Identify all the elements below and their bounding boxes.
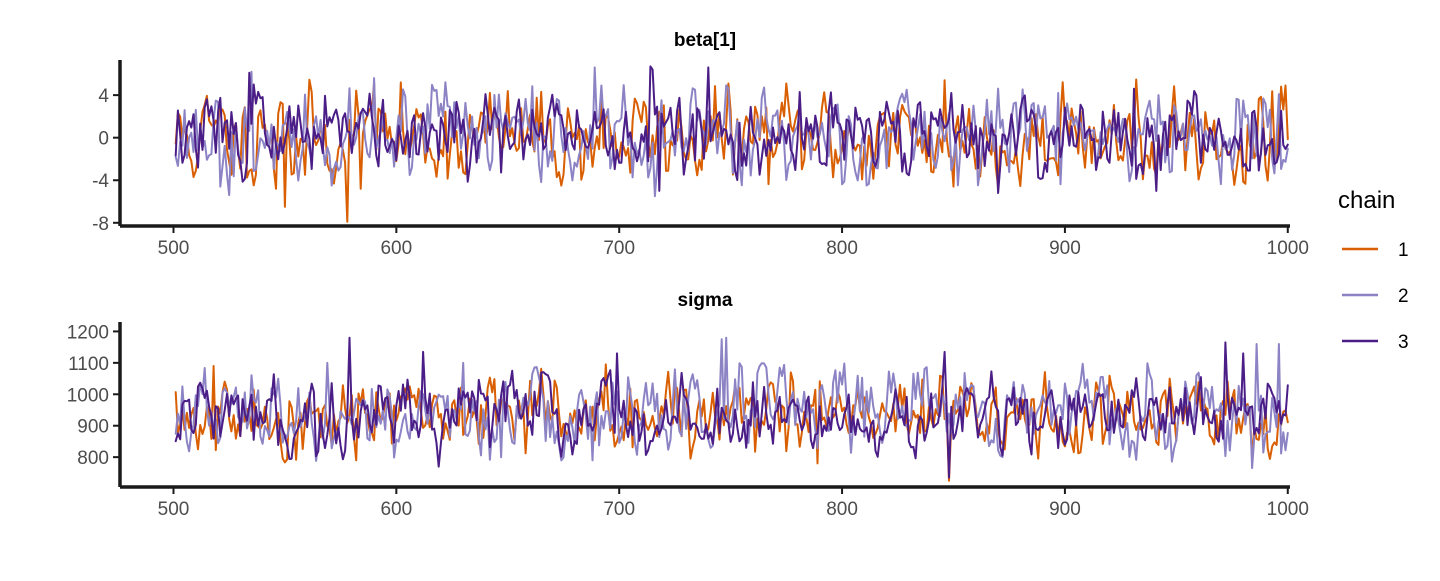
legend: chain 1 2 3: [1338, 187, 1409, 353]
legend-item-chain-3: 3: [1342, 332, 1409, 353]
series-line-chain-3: [174, 65, 1289, 194]
x-tick-label: 600: [380, 499, 412, 520]
panel-title: sigma: [678, 290, 733, 311]
x-tick-label: 700: [603, 238, 635, 259]
legend-label: 2: [1398, 286, 1409, 307]
y-tick-label: 0: [98, 129, 109, 150]
panel-0: beta[1] 500 600 700 800 900 1000 -8 -4 0 4: [92, 30, 1309, 259]
y-tick-label: 1200: [67, 322, 109, 343]
legend-title: chain: [1338, 187, 1395, 214]
legend-label: 1: [1398, 240, 1409, 261]
series-line-chain-3: [174, 336, 1289, 479]
y-tick-label: 4: [98, 86, 109, 107]
legend-items: 1 2 3: [1342, 240, 1409, 353]
y-tick-label: 1100: [68, 354, 109, 375]
legend-label: 3: [1398, 332, 1409, 353]
y-tick-label: 800: [77, 448, 109, 469]
legend-item-chain-2: 2: [1342, 286, 1409, 307]
x-tick-label: 900: [1049, 499, 1081, 520]
x-tick-label: 600: [380, 238, 412, 259]
x-tick-label: 800: [826, 499, 858, 520]
x-tick-label: 1000: [1267, 238, 1309, 259]
panel-1: sigma 500 600 700 800 900 1000 800 900 1000 1100 12…: [67, 290, 1309, 520]
series-line-chain-1: [174, 363, 1289, 482]
y-tick-label: -4: [92, 171, 109, 192]
series-lines: [174, 65, 1289, 223]
y-tick-label: 900: [77, 417, 109, 438]
legend-item-chain-1: 1: [1342, 240, 1409, 261]
series-lines: [174, 336, 1289, 482]
x-tick-label: 800: [826, 238, 858, 259]
x-tick-label: 500: [158, 238, 190, 259]
panel-title: beta[1]: [674, 30, 736, 51]
panels: beta[1] 500 600 700 800 900 1000 -8 -4 0 4 sigma 500…: [67, 30, 1309, 520]
x-tick-label: 500: [158, 499, 190, 520]
x-tick-label: 900: [1049, 238, 1081, 259]
y-tick-label: -8: [92, 214, 109, 235]
x-tick-label: 1000: [1267, 499, 1309, 520]
x-tick-label: 700: [603, 499, 635, 520]
y-tick-label: 1000: [67, 385, 109, 406]
